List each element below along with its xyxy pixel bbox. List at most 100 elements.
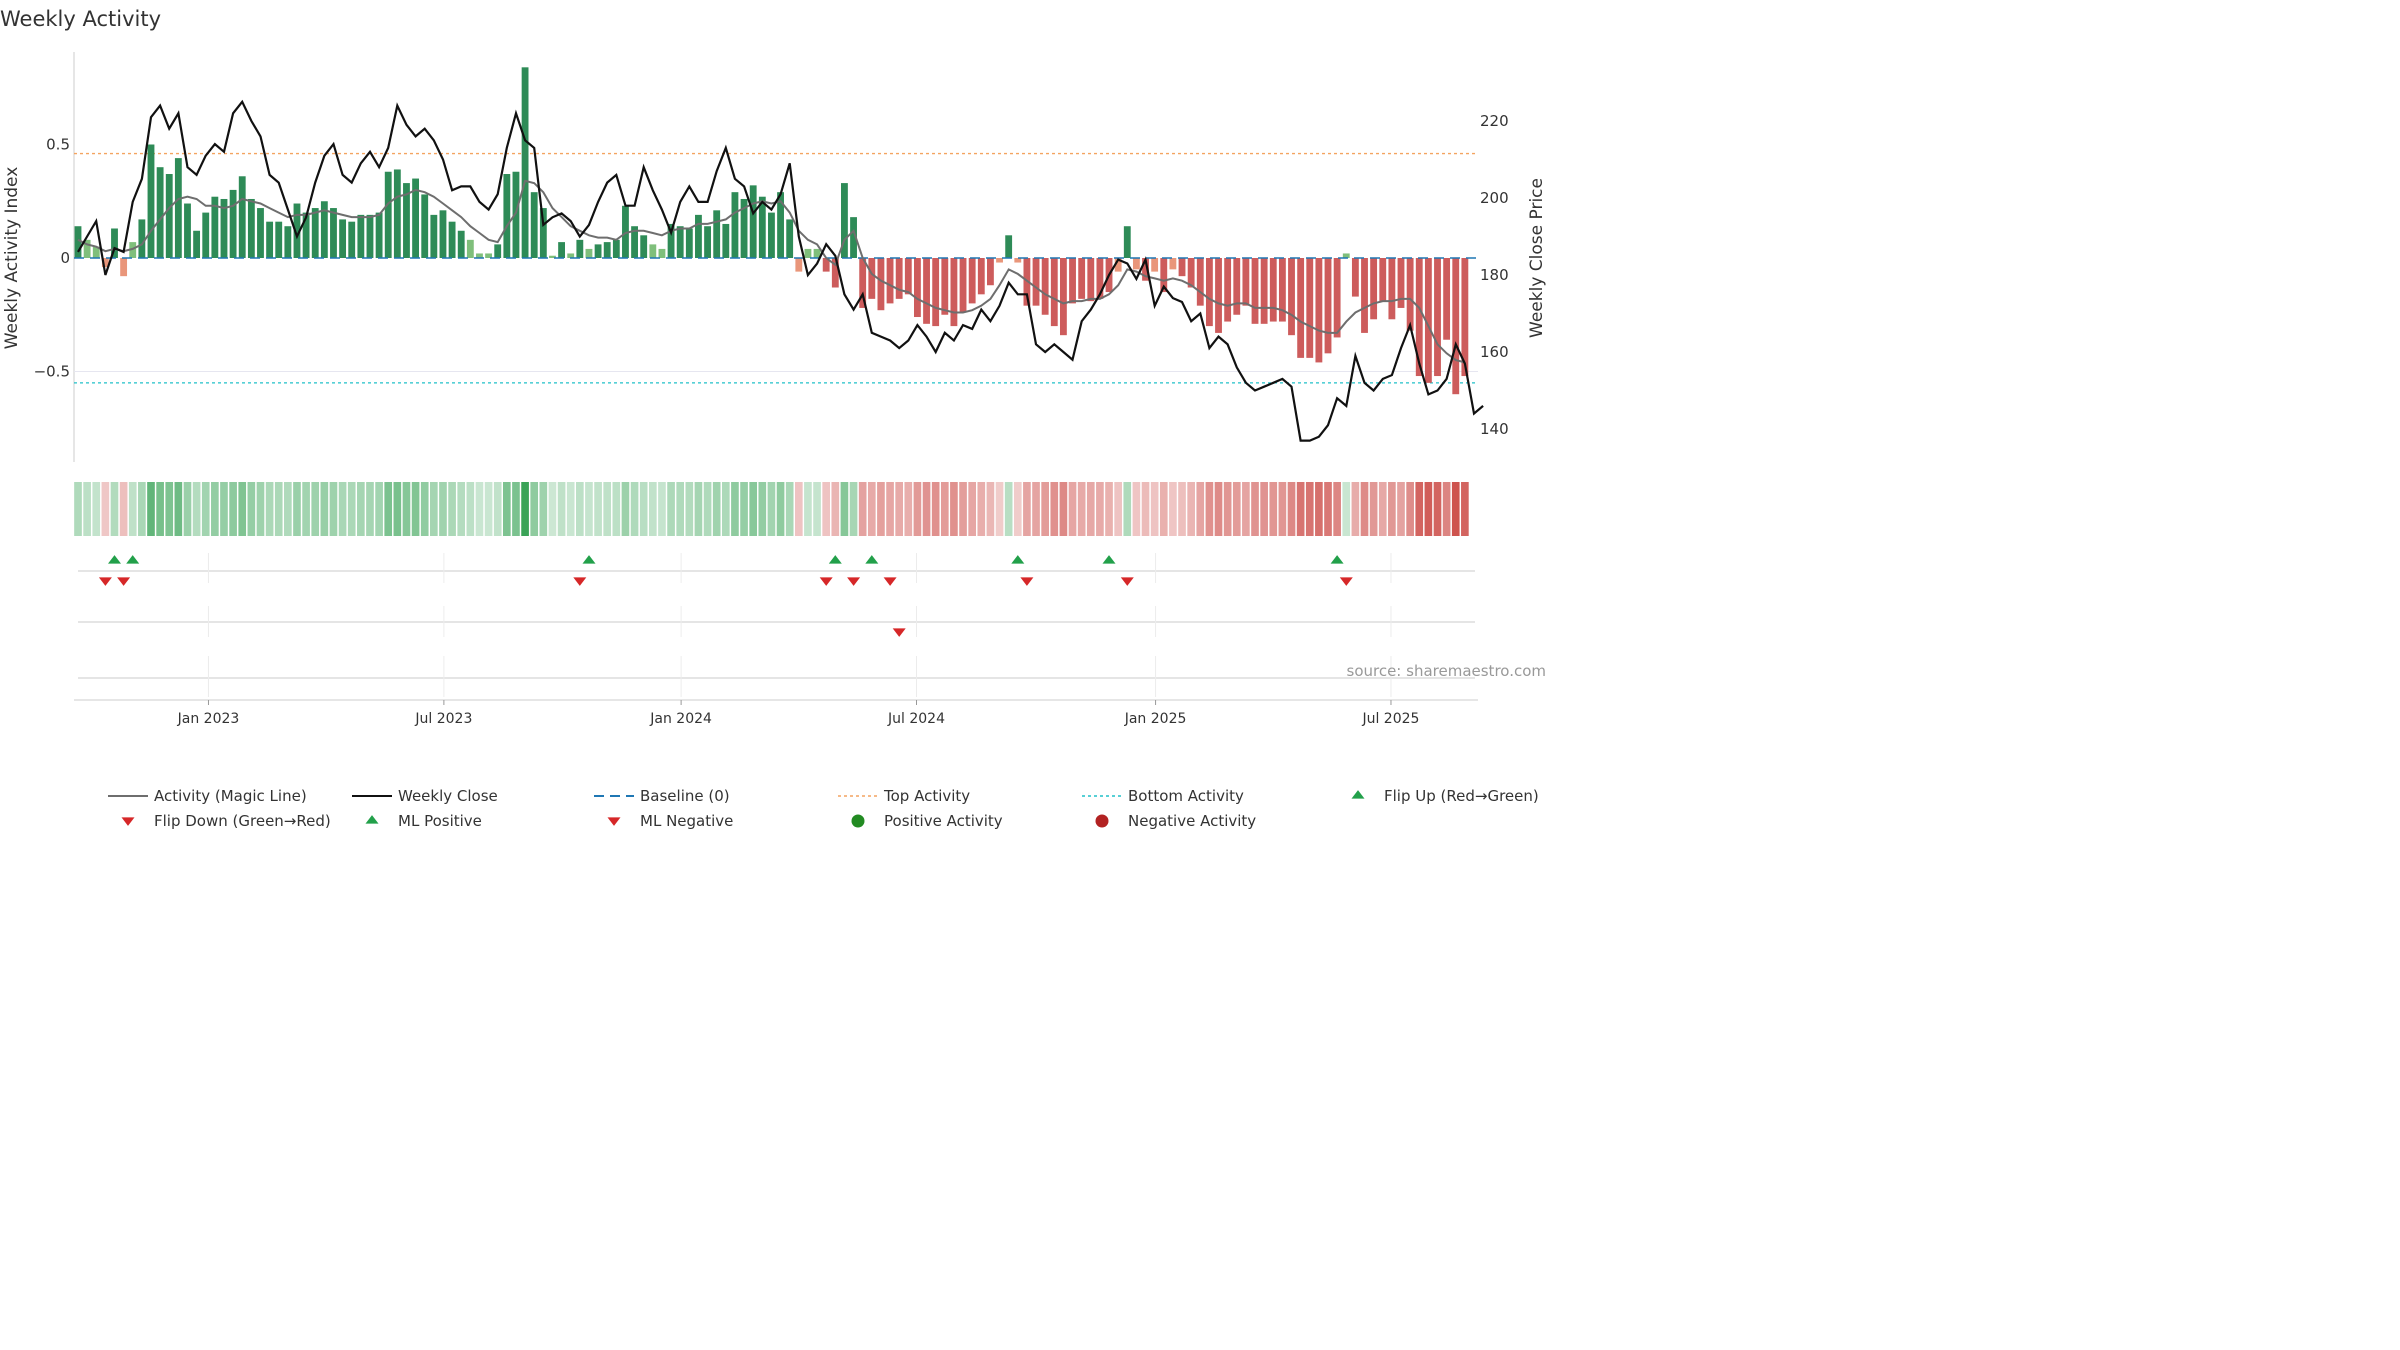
activity-bar-69 bbox=[704, 226, 711, 258]
flip-down-marker-6 bbox=[1020, 577, 1034, 586]
activity-bar-20 bbox=[257, 208, 264, 258]
activity-bar-143 bbox=[1379, 258, 1387, 302]
flip-up-marker-3 bbox=[828, 555, 842, 564]
heat-cell-126 bbox=[1223, 482, 1232, 536]
heat-cell-46 bbox=[493, 482, 502, 536]
heat-cell-110 bbox=[1077, 482, 1086, 536]
heat-cell-54 bbox=[566, 482, 575, 536]
activity-bar-77 bbox=[777, 192, 784, 258]
heat-cell-117 bbox=[1141, 482, 1150, 536]
activity-bar-66 bbox=[676, 226, 684, 258]
heat-cell-34 bbox=[384, 482, 393, 536]
x-tick-3: Jul 2024 bbox=[887, 711, 945, 727]
activity-bar-136 bbox=[1315, 258, 1323, 363]
heat-cell-145 bbox=[1397, 482, 1405, 536]
heat-cell-16 bbox=[220, 482, 228, 536]
ml-negative-marker-0 bbox=[892, 628, 906, 637]
activity-bar-100 bbox=[987, 258, 994, 286]
activity-bar-26 bbox=[311, 208, 319, 258]
heat-cell-23 bbox=[284, 482, 292, 536]
activity-bar-101 bbox=[996, 258, 1003, 263]
activity-bar-5 bbox=[120, 258, 128, 277]
activity-bar-62 bbox=[640, 235, 648, 258]
activity-bar-95 bbox=[941, 258, 949, 315]
heat-cell-119 bbox=[1159, 482, 1168, 536]
flip-up-marker-4 bbox=[865, 555, 879, 564]
activity-bar-107 bbox=[1050, 258, 1058, 327]
heat-cell-107 bbox=[1050, 482, 1059, 536]
activity-bar-60 bbox=[622, 205, 629, 258]
heat-cell-86 bbox=[858, 482, 867, 536]
heat-cell-45 bbox=[484, 482, 493, 536]
activity-bar-45 bbox=[485, 253, 493, 258]
heat-cell-121 bbox=[1178, 482, 1186, 536]
heat-cell-59 bbox=[612, 482, 621, 536]
heat-cell-78 bbox=[785, 482, 794, 536]
activity-bar-90 bbox=[895, 258, 903, 299]
activity-bar-71 bbox=[722, 223, 730, 258]
activity-bar-132 bbox=[1278, 258, 1286, 322]
heat-cell-143 bbox=[1378, 482, 1387, 536]
heat-cell-100 bbox=[986, 482, 995, 536]
activity-bar-125 bbox=[1215, 258, 1222, 333]
activity-bar-54 bbox=[567, 253, 575, 258]
heat-cell-4 bbox=[110, 482, 119, 536]
activity-bar-126 bbox=[1224, 258, 1232, 322]
right-tick-labels: 220 200 180 160 140 bbox=[1480, 112, 1509, 438]
legend-item-posact: Positive Activity bbox=[851, 812, 1003, 830]
activity-bar-145 bbox=[1397, 258, 1405, 308]
activity-bar-37 bbox=[412, 178, 420, 258]
activity-bar-144 bbox=[1388, 258, 1396, 320]
heat-cell-137 bbox=[1324, 482, 1332, 536]
activity-bar-112 bbox=[1096, 258, 1104, 299]
left-tick-0: 0.5 bbox=[46, 136, 70, 154]
activity-bar-0 bbox=[74, 226, 82, 258]
activity-bar-24 bbox=[293, 203, 301, 258]
heat-cell-98 bbox=[968, 482, 976, 536]
legend-item-bottom: Bottom Activity bbox=[1082, 787, 1244, 805]
heat-cell-147 bbox=[1415, 482, 1424, 536]
activity-bar-122 bbox=[1187, 258, 1195, 288]
heat-cell-125 bbox=[1214, 482, 1223, 536]
activity-bar-32 bbox=[366, 214, 374, 258]
activity-bar-115 bbox=[1123, 226, 1131, 258]
activity-bar-52 bbox=[549, 255, 556, 258]
activity-bar-61 bbox=[631, 226, 638, 258]
activity-bar-34 bbox=[384, 171, 392, 258]
legend-item-flipdown: Flip Down (Green→Red) bbox=[154, 812, 331, 830]
activity-bar-133 bbox=[1288, 258, 1295, 336]
flip-down-marker-2 bbox=[573, 577, 587, 586]
activity-bar-116 bbox=[1132, 258, 1140, 270]
heat-cell-83 bbox=[831, 482, 840, 536]
activity-bar-137 bbox=[1324, 258, 1332, 354]
heat-cell-141 bbox=[1360, 482, 1369, 536]
activity-bar-56 bbox=[585, 248, 593, 258]
heat-cell-31 bbox=[357, 482, 365, 536]
activity-bar-89 bbox=[886, 258, 894, 304]
heat-cell-60 bbox=[621, 482, 630, 536]
activity-bar-142 bbox=[1370, 258, 1378, 320]
heat-cell-130 bbox=[1260, 482, 1268, 536]
activity-bar-36 bbox=[403, 183, 410, 258]
activity-bar-105 bbox=[1032, 258, 1040, 306]
left-tick-labels: 0.5 0 −0.5 bbox=[34, 136, 70, 381]
left-tick-2: −0.5 bbox=[34, 363, 70, 381]
x-tick-labels: Jan 2023 Jul 2023 Jan 2024 Jul 2024 Jan 2025… bbox=[177, 700, 1419, 727]
signal-grid bbox=[78, 553, 1475, 697]
activity-bar-117 bbox=[1142, 258, 1149, 281]
heat-cell-82 bbox=[822, 482, 831, 536]
heat-cell-74 bbox=[749, 482, 758, 536]
activity-bar-79 bbox=[795, 258, 803, 272]
activity-bar-27 bbox=[320, 201, 328, 258]
heat-cell-76 bbox=[767, 482, 776, 536]
activity-bar-53 bbox=[558, 242, 565, 258]
activity-bar-70 bbox=[713, 210, 721, 258]
activity-bar-139 bbox=[1342, 253, 1350, 258]
heat-cell-85 bbox=[849, 482, 858, 536]
legend-label-mlpos: ML Positive bbox=[398, 812, 482, 830]
legend-label-negact: Negative Activity bbox=[1128, 812, 1256, 830]
heat-cell-70 bbox=[712, 482, 721, 536]
heat-cell-131 bbox=[1269, 482, 1278, 536]
heat-cell-6 bbox=[128, 482, 137, 536]
heat-cell-57 bbox=[594, 482, 602, 536]
